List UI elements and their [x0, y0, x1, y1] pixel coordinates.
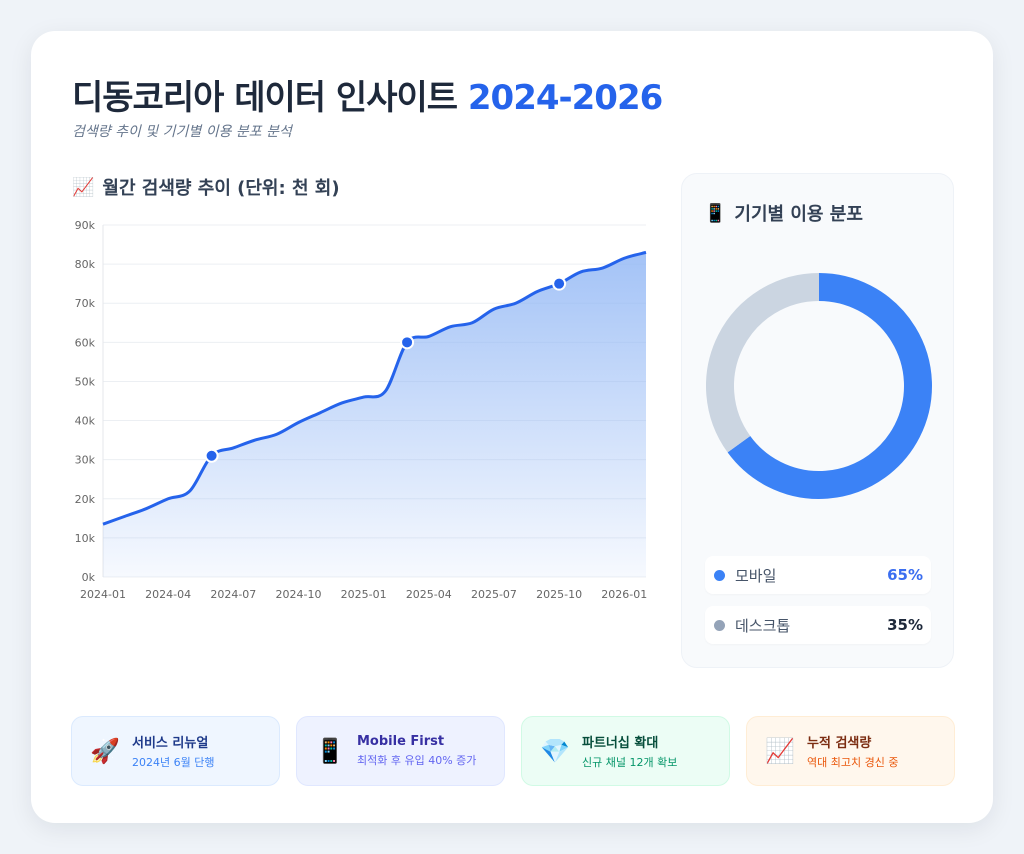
line-chart: 0k 10k 20k 30k 40k 50k 60k 70k 80k 90k 2024-01 2024… — [75, 219, 648, 601]
legend-value: 65% — [887, 566, 923, 584]
area-fill — [103, 252, 646, 577]
device-panel-title: 📱 기기별 이용 분포 — [704, 200, 863, 226]
mobile-phone-icon: 📱 — [704, 202, 727, 224]
y-tick-label: 10k — [75, 532, 96, 545]
highlight-card: 🚀 서비스 리뉴얼 2024년 6월 단행 — [71, 716, 280, 786]
highlight-title: Mobile First — [357, 734, 445, 749]
y-tick-label: 90k — [75, 219, 96, 232]
page-subtitle: 검색량 추이 및 기기별 이용 분포 분석 — [72, 124, 292, 140]
line-chart-title: 📈 월간 검색량 추이 (단위: 천 회) — [72, 174, 340, 200]
highlight-point — [400, 335, 415, 350]
chart-increasing-icon: 📈 — [72, 176, 95, 198]
device-panel: 📱 기기별 이용 분포 모바일 65% 데스크톱 35% — [681, 173, 954, 668]
legend-item-mobile: 모바일 65% — [705, 556, 931, 594]
mobile-phone-icon: 📱 — [315, 737, 345, 765]
y-tick-label: 30k — [75, 454, 96, 467]
x-tick-label: 2025-04 — [406, 588, 452, 601]
highlight-desc: 2024년 6월 단행 — [132, 756, 215, 769]
x-tick-label: 2024-10 — [275, 588, 321, 601]
x-tick-label: 2025-07 — [471, 588, 517, 601]
legend-dot — [714, 619, 725, 631]
highlight-title: 누적 검색량 — [807, 736, 872, 751]
highlight-point — [204, 448, 219, 463]
page-title: 디동코리아 데이터 인사이트 2024-2026 — [72, 70, 663, 119]
donut-slice — [727, 273, 932, 499]
donut-chart — [706, 273, 932, 499]
y-tick-label: 0k — [82, 571, 96, 584]
x-tick-label: 2025-01 — [341, 588, 387, 601]
rocket-icon: 🚀 — [90, 737, 120, 765]
title-text: 디동코리아 데이터 인사이트 — [72, 78, 458, 118]
y-tick-label: 20k — [75, 493, 96, 506]
legend-label: 데스크톱 — [735, 616, 791, 635]
highlight-title: 파트너십 확대 — [582, 736, 659, 751]
y-tick-label: 70k — [75, 297, 96, 310]
line-chart-title-text: 월간 검색량 추이 (단위: 천 회) — [102, 178, 340, 199]
highlight-desc: 최적화 후 유입 40% 증가 — [357, 754, 477, 767]
donut-slice — [706, 273, 820, 453]
x-tick-label: 2024-01 — [80, 588, 126, 601]
x-tick-label: 2024-04 — [145, 588, 191, 601]
highlight-point — [552, 276, 567, 291]
legend-item-desktop: 데스크톱 35% — [705, 606, 931, 644]
gem-icon: 💎 — [540, 737, 570, 765]
chart-increasing-icon: 📈 — [765, 737, 795, 765]
x-tick-label: 2025-10 — [536, 588, 582, 601]
title-year: 2024-2026 — [467, 78, 663, 118]
device-panel-title-text: 기기별 이용 분포 — [734, 204, 863, 225]
y-tick-label: 80k — [75, 258, 96, 271]
highlight-desc: 신규 채널 12개 확보 — [582, 756, 678, 769]
x-tick-label: 2024-07 — [210, 588, 256, 601]
y-tick-label: 50k — [75, 375, 96, 388]
highlight-desc: 역대 최고치 경신 중 — [807, 756, 899, 769]
highlight-title: 서비스 리뉴얼 — [132, 736, 209, 751]
legend-value: 35% — [887, 616, 923, 634]
legend-dot — [714, 569, 725, 581]
x-tick-label: 2026-01 — [601, 588, 647, 601]
highlight-card: 📱 Mobile First 최적화 후 유입 40% 증가 — [296, 716, 505, 786]
legend-label: 모바일 — [735, 566, 777, 585]
y-tick-label: 40k — [75, 415, 96, 428]
y-tick-label: 60k — [75, 336, 96, 349]
